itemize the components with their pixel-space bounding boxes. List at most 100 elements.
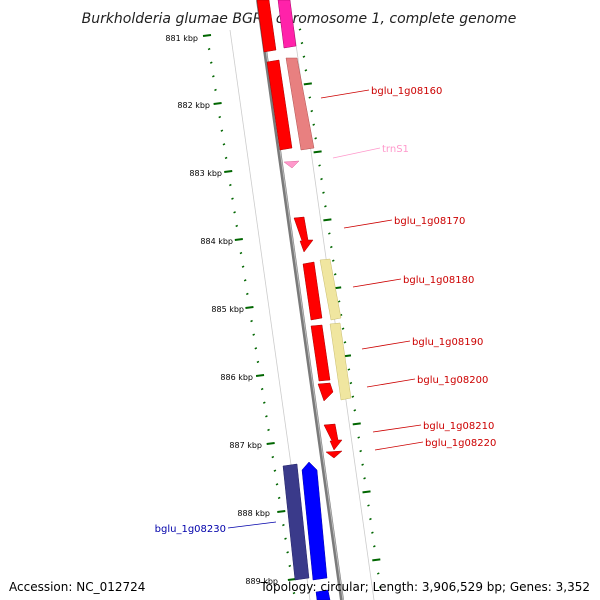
gene-label-bglu_1g08190[interactable]: bglu_1g08190: [412, 337, 483, 348]
outer-track-minor-tick: [318, 164, 321, 167]
inner-track-minor-tick: [256, 360, 260, 364]
gene-feature-bglu_1g08200[interactable]: [317, 382, 334, 402]
inner-track-minor-tick: [245, 292, 249, 296]
gene-features: [256, 0, 352, 600]
outer-track-minor-tick: [353, 409, 357, 412]
outer-track-minor-tick: [359, 449, 362, 453]
leader-line: [332, 147, 381, 159]
gene-feature[interactable]: [256, 0, 277, 53]
kbp-tick-label: 885 kbp: [211, 305, 244, 314]
gene-feature-bglu_1g08230[interactable]: [282, 463, 310, 581]
gene-feature-bglu_1g08180[interactable]: [302, 261, 323, 321]
outer-track-minor-tick: [347, 368, 351, 371]
outer-track-minor-tick: [357, 436, 361, 439]
accession-text: Accession: NC_012724: [9, 580, 146, 594]
outer-track-major-tick: [313, 150, 322, 154]
gene-feature-trnS1[interactable]: [283, 160, 300, 169]
inner-track-major-tick: [213, 102, 222, 105]
outer-track-major-tick: [372, 558, 381, 562]
gene-feature-yellow-2[interactable]: [329, 322, 352, 401]
leader-line: [372, 424, 422, 433]
inner-track-major-tick: [287, 578, 297, 581]
kbp-tick-label: 883 kbp: [189, 169, 222, 178]
gene-feature-bglu_1g08160[interactable]: [266, 59, 293, 151]
leader-line: [343, 219, 393, 229]
gene-label-bglu_1g08210[interactable]: bglu_1g08210: [423, 421, 494, 432]
inner-track-minor-tick: [224, 156, 228, 160]
gene-feature-bglu_1g08210[interactable]: [323, 423, 343, 451]
genome-summary-text: Topology: circular; Length: 3,906,529 bp…: [260, 580, 590, 594]
kbp-tick-label: 887 kbp: [229, 441, 262, 450]
outer-track-minor-tick: [324, 205, 327, 208]
inner-track-minor-tick: [284, 537, 287, 540]
kbp-tick-label: 886 kbp: [220, 373, 253, 382]
gene-feature-bglu_1g08170[interactable]: [293, 216, 314, 253]
inner-track-major-tick: [224, 170, 233, 173]
gene-feature[interactable]: [277, 0, 297, 49]
inner-track-minor-tick: [277, 496, 281, 500]
inner-track-minor-tick: [235, 224, 239, 228]
inner-track-minor-tick: [214, 88, 217, 92]
inner-track-minor-tick: [252, 333, 256, 336]
outer-track-minor-tick: [310, 109, 314, 113]
outer-track-minor-tick: [371, 531, 374, 534]
outer-track-minor-tick: [369, 517, 372, 521]
kbp-tick-label: 889 kbp: [245, 577, 278, 586]
outer-track-minor-tick: [331, 259, 335, 262]
inner-track-major-tick: [277, 510, 286, 513]
kbp-tick-label: 881 kbp: [165, 34, 198, 43]
gene-feature-bglu_1g08190[interactable]: [310, 324, 331, 382]
gene-feature-blue[interactable]: [301, 461, 328, 581]
kbp-tick-label: 884 kbp: [200, 237, 233, 246]
gene-feature-bglu_1g08220[interactable]: [325, 450, 343, 459]
inner-track-minor-tick: [209, 61, 213, 64]
inner-track-minor-tick: [286, 551, 289, 554]
gene-feature-salmon[interactable]: [285, 57, 315, 151]
outer-track-minor-tick: [300, 41, 304, 45]
inner-track-minor-tick: [243, 279, 247, 282]
gene-label-bglu_1g08160[interactable]: bglu_1g08160: [371, 86, 442, 97]
outer-track-minor-tick: [302, 55, 306, 58]
gene-label-bglu_1g08180[interactable]: bglu_1g08180: [403, 275, 474, 286]
outer-track-minor-tick: [351, 395, 355, 398]
outer-track-minor-tick: [329, 245, 333, 249]
outer-track-minor-tick: [373, 545, 376, 548]
outer-track-major-tick: [352, 422, 361, 426]
gene-label-trnS1[interactable]: trnS1: [382, 144, 409, 155]
gene-label-bglu_1g08230[interactable]: bglu_1g08230: [155, 524, 226, 535]
inner-track-major-tick: [245, 306, 254, 309]
gene-label-bglu_1g08200[interactable]: bglu_1g08200: [417, 375, 488, 386]
inner-track-minor-tick: [239, 251, 243, 255]
outer-track-minor-tick: [343, 341, 347, 344]
outer-track-minor-tick: [312, 123, 316, 126]
inner-track-minor-tick: [271, 455, 275, 459]
gene-feature-blue-bottom[interactable]: [315, 589, 331, 600]
map-title: Burkholderia glumae BGR1 chromosome 1, c…: [82, 11, 517, 27]
outer-track-minor-tick: [361, 463, 364, 466]
outer-track-minor-tick: [333, 273, 337, 276]
outer-track-minor-tick: [367, 504, 370, 507]
outer-track-minor-tick: [328, 232, 331, 235]
gene-feature-yellow-1[interactable]: [319, 258, 342, 321]
outer-track-major-tick: [323, 218, 332, 222]
inner-track-minor-tick: [222, 143, 226, 146]
kbp-scale: 881 kbp 882 kbp 883 kbp 884 kbp 885 kbp …: [165, 34, 278, 586]
inner-track-minor-tick: [292, 591, 296, 595]
outer-track-minor-tick: [378, 585, 382, 589]
inner-track-major-tick: [266, 442, 275, 445]
genome-backbone: [256, 0, 344, 600]
outer-track-minor-tick: [349, 381, 353, 385]
outer-track-minor-tick: [341, 327, 345, 330]
outer-track-minor-tick: [308, 96, 312, 99]
inner-track-major-tick: [255, 374, 265, 377]
leader-line: [361, 340, 411, 350]
inner-track-major-tick: [234, 238, 243, 241]
outer-track-minor-tick: [314, 137, 317, 140]
gene-label-bglu_1g08220[interactable]: bglu_1g08220: [425, 438, 496, 449]
outer-track-minor-tick: [304, 69, 308, 72]
kbp-tick-label: 888 kbp: [237, 509, 270, 518]
inner-track-minor-tick: [273, 469, 277, 472]
label-leaders: [227, 89, 424, 529]
gene-label-bglu_1g08170[interactable]: bglu_1g08170: [394, 216, 465, 227]
